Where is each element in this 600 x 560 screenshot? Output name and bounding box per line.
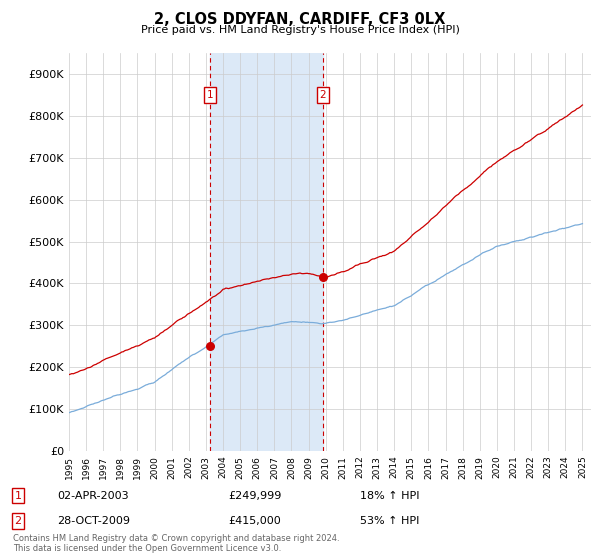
Text: 1: 1	[207, 90, 214, 100]
Text: £249,999: £249,999	[228, 491, 281, 501]
Point	[318, 273, 328, 282]
Point	[205, 342, 215, 351]
Text: 2: 2	[14, 516, 22, 526]
Text: 1: 1	[14, 491, 22, 501]
Text: 02-APR-2003: 02-APR-2003	[57, 491, 128, 501]
Bar	[210, 53, 323, 451]
Text: 28-OCT-2009: 28-OCT-2009	[57, 516, 130, 526]
Text: Contains HM Land Registry data © Crown copyright and database right 2024.
This d: Contains HM Land Registry data © Crown c…	[13, 534, 340, 553]
Text: 2: 2	[319, 90, 326, 100]
Text: Price paid vs. HM Land Registry's House Price Index (HPI): Price paid vs. HM Land Registry's House …	[140, 25, 460, 35]
Text: 18% ↑ HPI: 18% ↑ HPI	[360, 491, 419, 501]
Text: £415,000: £415,000	[228, 516, 281, 526]
Text: 2, CLOS DDYFAN, CARDIFF, CF3 0LX: 2, CLOS DDYFAN, CARDIFF, CF3 0LX	[154, 12, 446, 27]
Text: 53% ↑ HPI: 53% ↑ HPI	[360, 516, 419, 526]
